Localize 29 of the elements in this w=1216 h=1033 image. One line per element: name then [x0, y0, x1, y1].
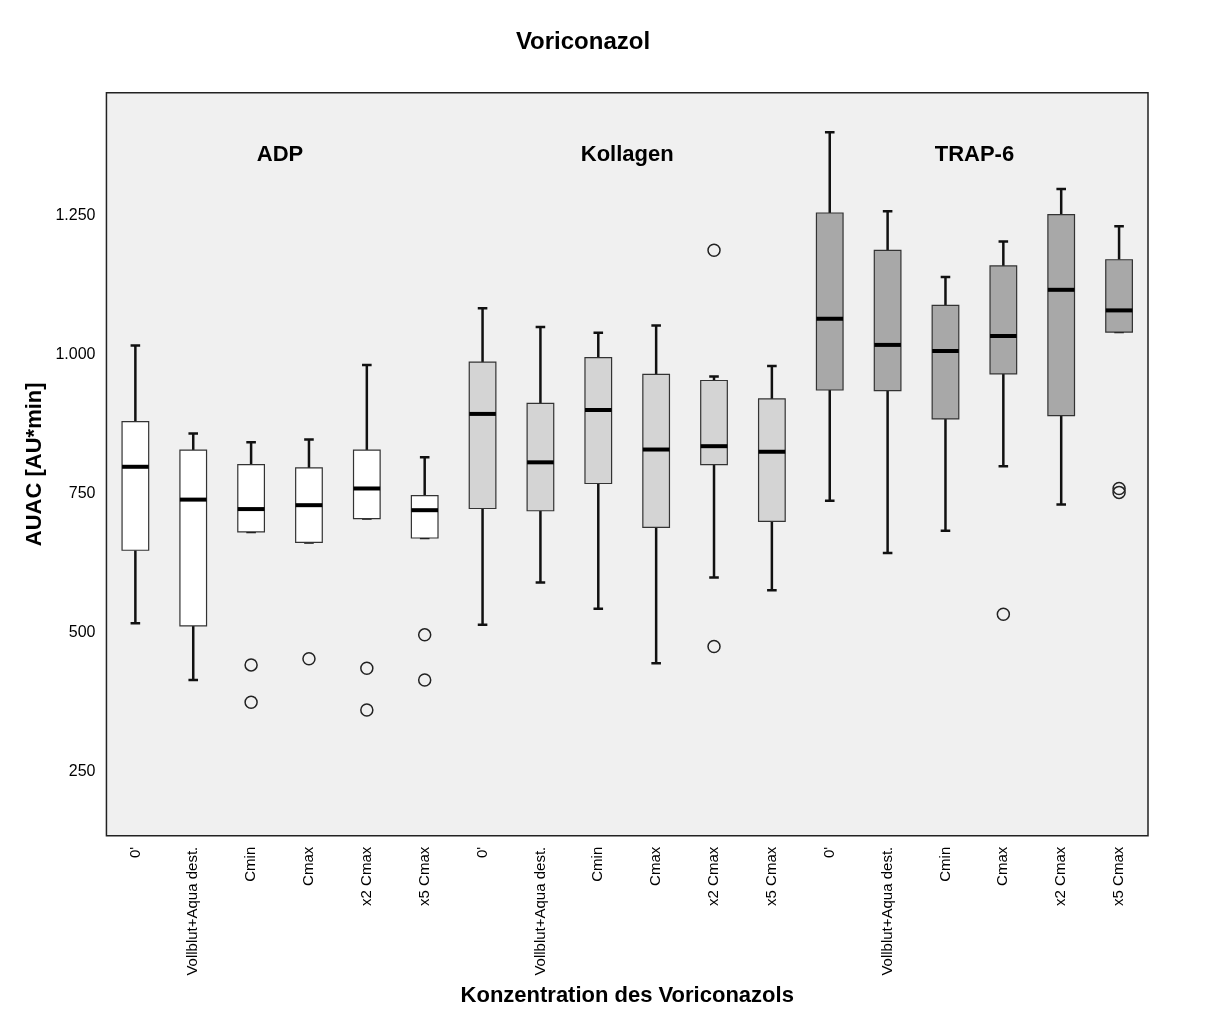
x-tick-label: 0'	[125, 846, 143, 858]
x-tick-label: x2 Cmax	[704, 846, 722, 906]
y-axis-title: AUAC [AU*min]	[21, 382, 47, 547]
y-tick-label: 250	[68, 762, 96, 780]
y-tick-label: 500	[68, 623, 96, 641]
y-tick-label: 1.250	[55, 205, 96, 223]
x-tick-label: x5 Cmax	[414, 846, 432, 906]
x-tick-label: Vollblut+Aqua dest.	[877, 846, 895, 976]
x-tick-label: Cmax	[993, 846, 1011, 886]
x-tick-label: Cmax	[646, 846, 664, 886]
x-tick-label: Cmin	[241, 846, 259, 882]
x-tick-label: x5 Cmax	[1109, 846, 1127, 906]
x-axis-title: Konzentration des Voriconazols	[460, 981, 794, 1007]
x-tick-label: 0'	[472, 846, 490, 858]
x-tick-label: x5 Cmax	[762, 846, 780, 906]
annotation: Kollagen	[580, 140, 674, 166]
x-tick-label: 0'	[819, 846, 837, 858]
chart-title: Voriconazol	[515, 27, 651, 55]
annotation: TRAP-6	[934, 140, 1015, 166]
x-tick-label: x2 Cmax	[1051, 846, 1069, 906]
y-tick-label: 750	[68, 483, 96, 501]
x-tick-label: Cmax	[299, 846, 317, 886]
x-tick-label: Cmin	[588, 846, 606, 882]
x-tick-label: Vollblut+Aqua dest.	[183, 846, 201, 976]
x-tick-label: Vollblut+Aqua dest.	[530, 846, 548, 976]
y-tick-label: 1.000	[55, 344, 96, 362]
x-tick-label: Cmin	[935, 846, 953, 882]
x-tick-label: x2 Cmax	[356, 846, 374, 906]
annotation: ADP	[256, 140, 304, 166]
